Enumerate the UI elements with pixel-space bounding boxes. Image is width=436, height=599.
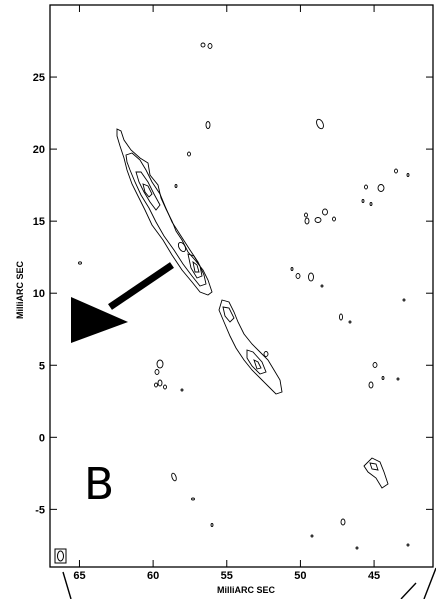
y-tick-label: 5 [39, 360, 45, 372]
plot-frame [49, 4, 434, 568]
jet-contour-lower-3 [253, 359, 262, 370]
x-tick-label: 55 [221, 570, 233, 582]
y-axis-title: MilliARC SEC [15, 261, 25, 320]
jet-blob [177, 241, 187, 253]
x-tick-label: 60 [147, 570, 159, 582]
x-tick-label: 45 [368, 570, 380, 582]
x-tick-label: 50 [294, 570, 306, 582]
jet-contour-3 [135, 171, 161, 211]
jet-outer-contour-lower [218, 299, 283, 395]
frame-edge-lines [62, 567, 436, 599]
x-axis-title: MilliARC SEC [217, 585, 276, 595]
x-axis: 65 60 55 50 45 [73, 5, 380, 582]
x-tick-label: 65 [73, 570, 85, 582]
panel-label: B [84, 459, 114, 510]
y-tick-label: 20 [33, 144, 45, 156]
y-tick-label: 25 [33, 72, 45, 84]
noise-contours [78, 42, 410, 550]
y-tick-label: -5 [35, 504, 45, 516]
jet-contour-4 [142, 183, 153, 198]
jet-contour-lower-2 [222, 306, 235, 323]
jet-contour-4b [192, 260, 200, 273]
jet-contour-3b [187, 253, 203, 279]
y-tick-label: 10 [33, 288, 45, 300]
direction-arrow [71, 262, 174, 343]
jet-contour-2 [125, 152, 207, 287]
y-axis: 25 20 15 10 5 0 -5 [33, 72, 433, 516]
y-tick-label: 0 [39, 432, 45, 444]
y-tick-label: 15 [33, 216, 45, 228]
jet-contour-lower-2b [246, 349, 267, 375]
jet-outer-contour-upper [116, 128, 213, 296]
jet-contours [116, 128, 283, 395]
beam-indicator [54, 548, 67, 564]
